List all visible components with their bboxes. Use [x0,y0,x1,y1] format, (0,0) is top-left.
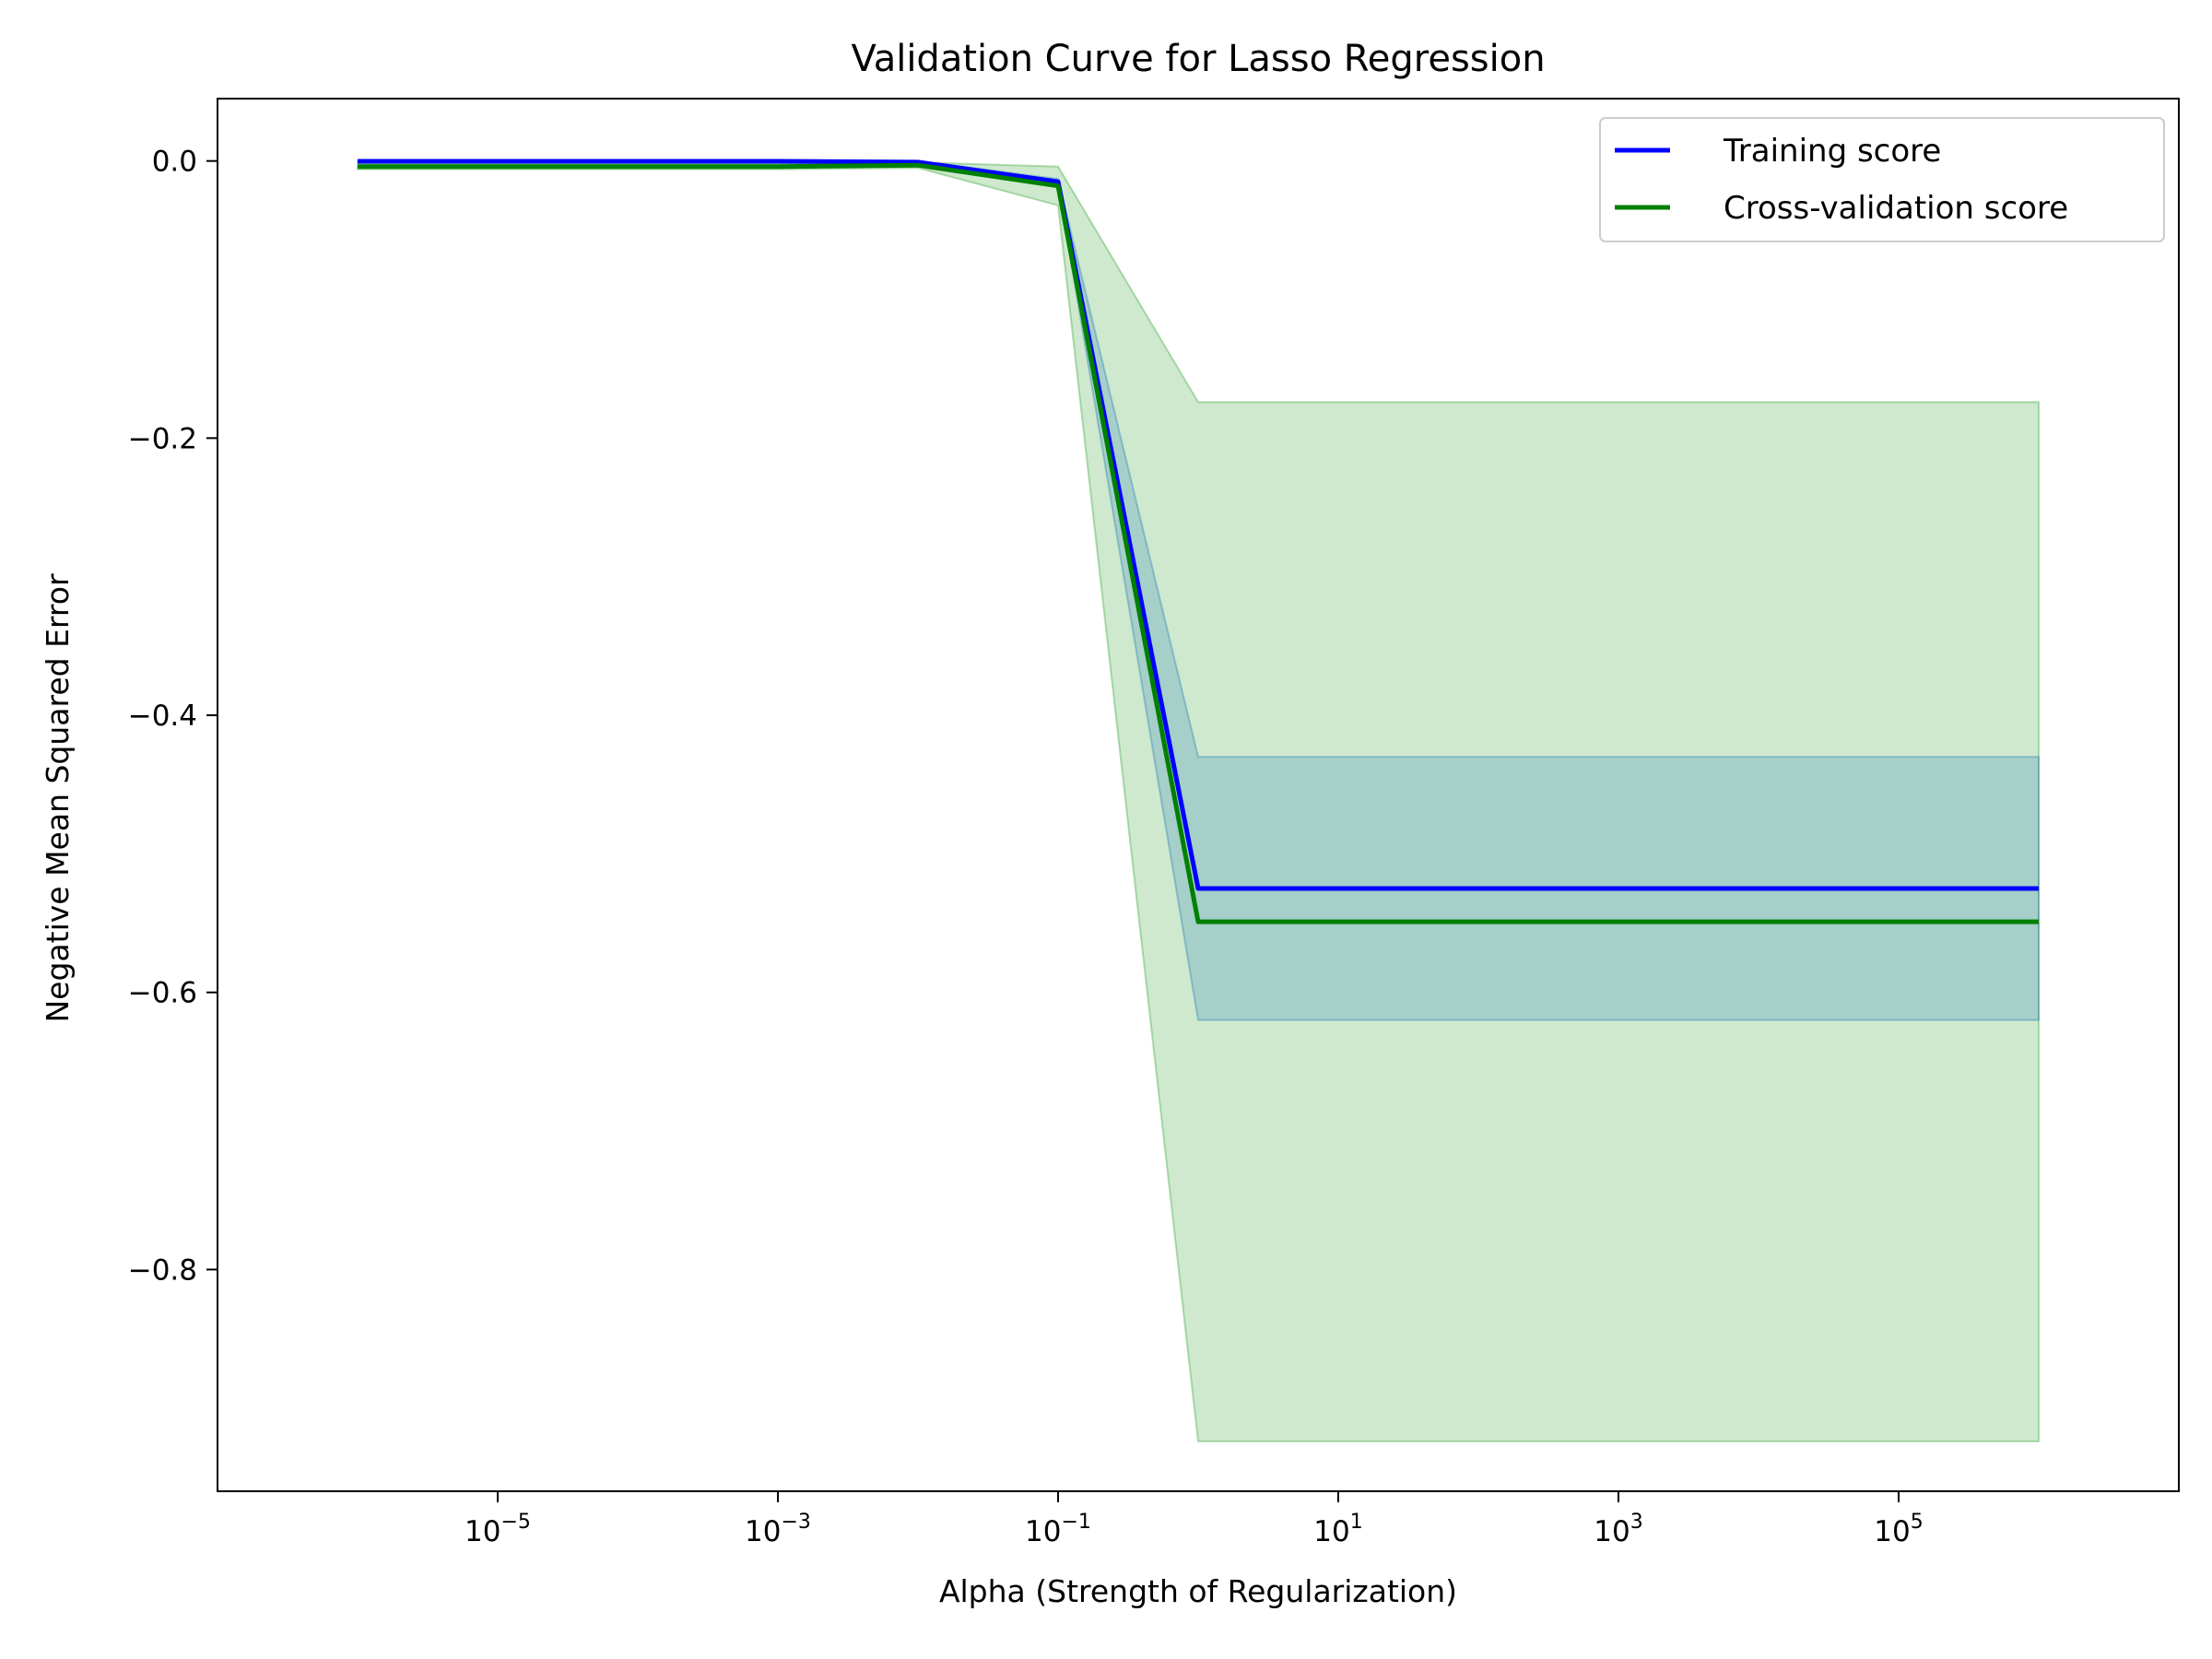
x-tick-label: 105 [1874,1511,1923,1548]
legend: Training score Cross-validation score [1599,117,2165,242]
series-lines [358,159,2039,924]
legend-label: Cross-validation score [1724,190,2068,227]
y-tick-label: −0.2 [128,422,197,455]
plot-area [357,159,2040,1442]
x-axis-title: Alpha (Strength of Regularization) [939,1573,1457,1609]
y-axis-title: Negative Mean Squared Error [40,573,76,1022]
x-tick-label: 10−5 [465,1511,531,1548]
legend-box [1599,117,2165,242]
legend-label: Training score [1723,133,1941,170]
y-tick-label: −0.4 [128,700,197,733]
line-training-score [358,159,2039,891]
x-tick-label: 103 [1594,1511,1642,1548]
x-tick-label: 10−3 [745,1511,811,1548]
chart-title: Validation Curve for Lasso Regression [851,38,1545,80]
y-axis: 0.0 −0.2 −0.4 −0.6 −0.8 [128,146,218,1287]
x-axis: 10−5 10−3 10−1 101 103 105 [465,1491,1924,1548]
plot-frame [217,98,2180,1492]
y-tick-label: −0.8 [128,1253,197,1287]
line-cross-validation-score [358,162,2039,924]
y-tick-label: 0.0 [152,146,197,179]
y-tick-label: −0.6 [128,977,197,1010]
band-cross-validation [357,161,2040,1442]
x-tick-label: 101 [1313,1511,1362,1548]
x-tick-label: 10−1 [1025,1511,1091,1548]
